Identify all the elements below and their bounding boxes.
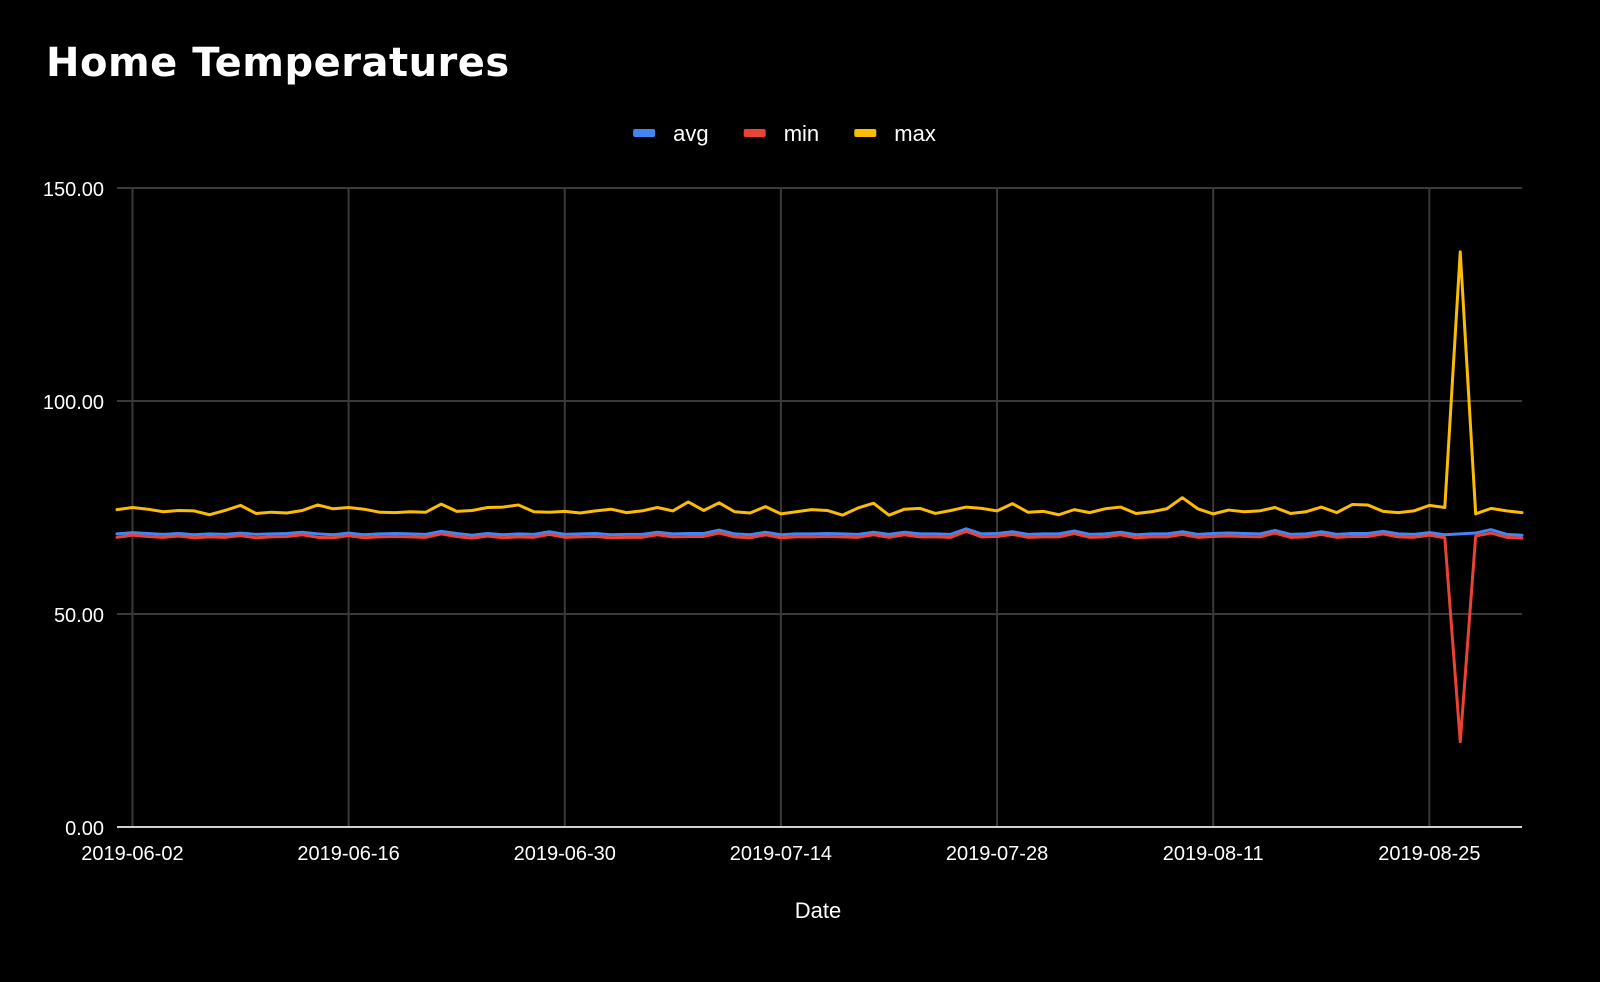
x-tick-label: 2019-08-11 [1163,843,1264,865]
legend-label-max: max [894,121,936,146]
y-tick-label: 100.00 [43,392,104,414]
legend-item-avg[interactable]: avg [633,121,709,146]
legend-label-min: min [784,121,819,146]
axes: 0.00 50.00 100.00 150.00 2019-06-02 2019-06-1… [43,179,1522,865]
y-tick-label: 150.00 [43,179,104,201]
legend-swatch-avg [633,129,656,137]
legend-swatch-min [743,129,766,137]
legend-item-max[interactable]: max [854,121,936,146]
series-line-avg [115,527,1524,537]
series-line-max [115,250,1524,517]
x-tick-label: 2019-06-30 [514,843,616,865]
gridlines [117,187,1522,827]
y-tick-label: 50.00 [54,605,104,627]
x-tick-label: 2019-07-28 [946,843,1048,865]
series-line-min [115,529,1524,744]
x-tick-label: 2019-06-02 [81,843,183,865]
legend[interactable]: avg min max [633,121,936,146]
x-tick-label: 2019-07-14 [730,843,832,865]
legend-label-avg: avg [673,121,708,146]
x-axis-title: Date [795,898,841,923]
chart-title: Home Temperatures [46,40,510,86]
x-tick-label: 2019-06-16 [297,843,399,865]
y-tick-label: 0.00 [65,818,104,840]
legend-item-min[interactable]: min [743,121,819,146]
legend-swatch-max [854,129,877,137]
x-tick-label: 2019-08-25 [1378,843,1480,865]
series-lines [115,250,1524,744]
